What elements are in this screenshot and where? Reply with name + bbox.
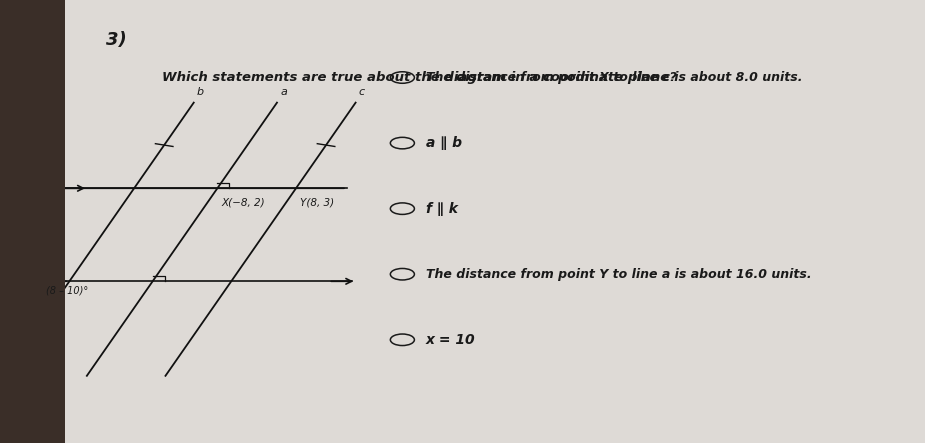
- Text: The distance from point X to line c is about 8.0 units.: The distance from point X to line c is a…: [426, 71, 802, 84]
- Text: x = 10: x = 10: [426, 333, 475, 347]
- Text: b: b: [197, 87, 204, 97]
- Text: Which statements are true about the diagram in a coordinate plane?: Which statements are true about the diag…: [162, 71, 677, 84]
- Text: X(−8, 2): X(−8, 2): [221, 197, 265, 207]
- Bar: [0, 0, 65, 443]
- Text: (8 – 10)°: (8 – 10)°: [46, 286, 89, 296]
- Text: Y(8, 3): Y(8, 3): [300, 197, 334, 207]
- Text: a ∥ b: a ∥ b: [426, 136, 462, 150]
- Text: a: a: [280, 87, 287, 97]
- Text: The distance from point Y to line a is about 16.0 units.: The distance from point Y to line a is a…: [426, 268, 811, 281]
- Text: f ∥ k: f ∥ k: [426, 202, 458, 216]
- Text: c: c: [359, 87, 365, 97]
- Text: 3): 3): [106, 31, 127, 49]
